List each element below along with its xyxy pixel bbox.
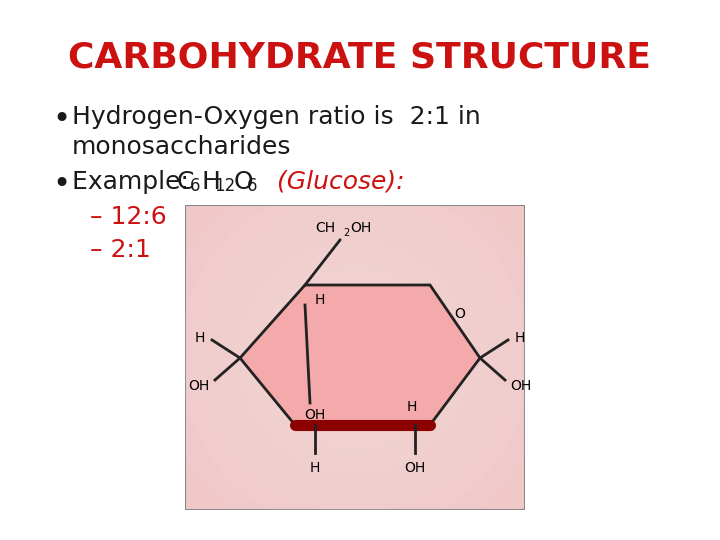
Text: 2: 2	[343, 228, 349, 238]
Text: H: H	[407, 400, 417, 414]
Text: O: O	[454, 307, 465, 321]
Text: H: H	[201, 170, 220, 194]
Text: H: H	[515, 331, 526, 345]
Text: – 12:6: – 12:6	[90, 205, 167, 229]
Text: 6: 6	[190, 177, 200, 195]
Polygon shape	[240, 285, 480, 425]
Text: monosaccharides: monosaccharides	[72, 135, 292, 159]
Text: •: •	[52, 105, 70, 134]
Text: Hydrogen-Oxygen ratio is  2:1 in: Hydrogen-Oxygen ratio is 2:1 in	[72, 105, 481, 129]
Text: (Glucose):: (Glucose):	[261, 170, 405, 194]
Text: OH: OH	[305, 408, 325, 422]
Text: H: H	[315, 293, 325, 307]
Text: Example:: Example:	[72, 170, 205, 194]
Text: – 2:1: – 2:1	[90, 238, 150, 262]
Text: OH: OH	[350, 221, 372, 235]
Text: H: H	[310, 461, 320, 475]
Text: CH: CH	[315, 221, 335, 235]
Text: CARBOHYDRATE STRUCTURE: CARBOHYDRATE STRUCTURE	[68, 40, 652, 74]
Text: C: C	[177, 170, 194, 194]
Text: 12: 12	[214, 177, 235, 195]
Text: O: O	[234, 170, 253, 194]
Text: •: •	[52, 170, 70, 199]
Text: 6: 6	[247, 177, 258, 195]
Text: OH: OH	[405, 461, 426, 475]
Text: H: H	[194, 331, 205, 345]
Text: OH: OH	[510, 379, 531, 393]
Text: OH: OH	[189, 379, 210, 393]
